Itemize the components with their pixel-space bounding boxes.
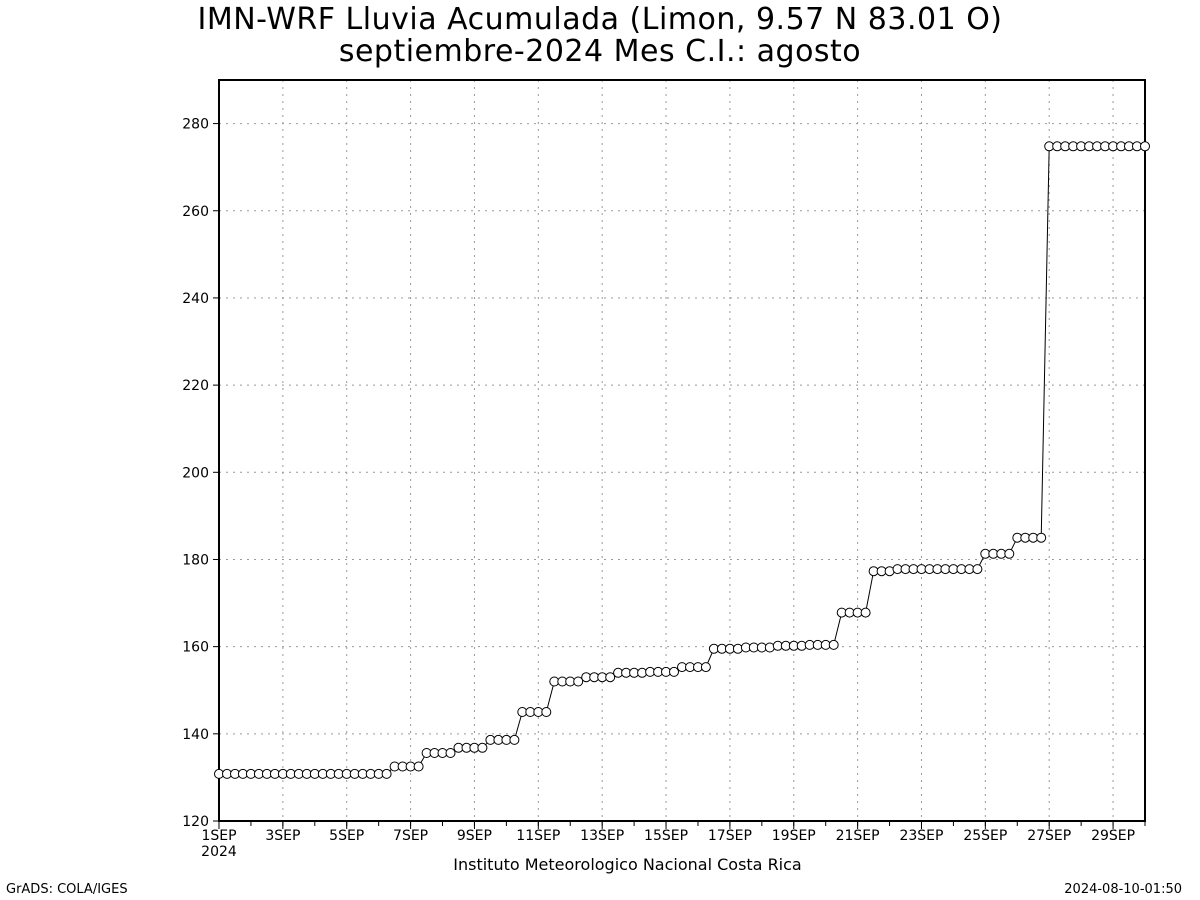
x-tick-label: 25SEP: [963, 828, 1007, 844]
x-tick-label: 3SEP: [265, 828, 300, 844]
data-point: [1140, 141, 1150, 152]
data-point: [541, 707, 552, 717]
data-point: [1036, 532, 1047, 543]
y-tick-label: 280: [182, 117, 209, 133]
x-tick-label: 17SEP: [708, 828, 752, 844]
data-point: [1004, 548, 1015, 559]
timestamp-label: 2024-08-10-01:50: [1064, 882, 1182, 897]
data-point: [669, 666, 679, 677]
y-tick-label: 240: [182, 291, 209, 307]
data-point: [509, 734, 520, 745]
x-tick-label: 19SEP: [772, 828, 816, 844]
data-point: [381, 768, 392, 779]
grads-credit: GrADS: COLA/IGES: [6, 882, 128, 897]
institution-label: Instituto Meteorologico Nacional Costa R…: [453, 855, 802, 874]
plot-frame: [218, 79, 1146, 822]
chart-subtitle: septiembre-2024 Mes C.I.: agosto: [338, 34, 862, 69]
data-point: [477, 742, 488, 753]
data-point: [860, 607, 871, 618]
data-point: [605, 672, 616, 683]
y-tick-label: 220: [182, 378, 209, 394]
data-point: [573, 676, 584, 687]
x-tick-label: 27SEP: [1027, 828, 1071, 844]
y-tick-label: 180: [182, 552, 209, 568]
x-tick-label: 9SEP: [457, 828, 492, 844]
x-tick-label: 11SEP: [516, 828, 560, 844]
series-line: [219, 145, 1145, 775]
data-point: [700, 662, 711, 673]
data-point: [732, 643, 743, 654]
y-tick-label: 200: [182, 465, 209, 481]
x-tick-label: 7SEP: [393, 828, 428, 844]
x-tick-label: 21SEP: [836, 828, 880, 844]
y-tick-label: 160: [182, 640, 209, 656]
y-tick-label: 120: [182, 814, 209, 830]
chart-title: IMN-WRF Lluvia Acumulada (Limon, 9.57 N …: [197, 2, 1003, 37]
x-tick-label: 5SEP: [329, 828, 364, 844]
x-tick-label: 15SEP: [644, 828, 688, 844]
y-tick-label: 260: [182, 204, 209, 220]
x-tick-label: 1SEP: [201, 828, 236, 844]
x-tick-label: 13SEP: [580, 828, 624, 844]
data-point: [764, 642, 775, 653]
data-point: [972, 564, 983, 575]
x-tick-label: 23SEP: [899, 828, 943, 844]
data-point: [828, 639, 839, 650]
data-point: [445, 748, 456, 758]
x-year-label: 2024: [201, 844, 237, 860]
x-tick-label: 29SEP: [1091, 828, 1135, 844]
data-point: [413, 761, 424, 772]
y-tick-label: 140: [182, 727, 209, 743]
